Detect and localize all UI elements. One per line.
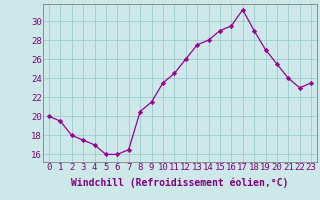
X-axis label: Windchill (Refroidissement éolien,°C): Windchill (Refroidissement éolien,°C) <box>71 178 289 188</box>
